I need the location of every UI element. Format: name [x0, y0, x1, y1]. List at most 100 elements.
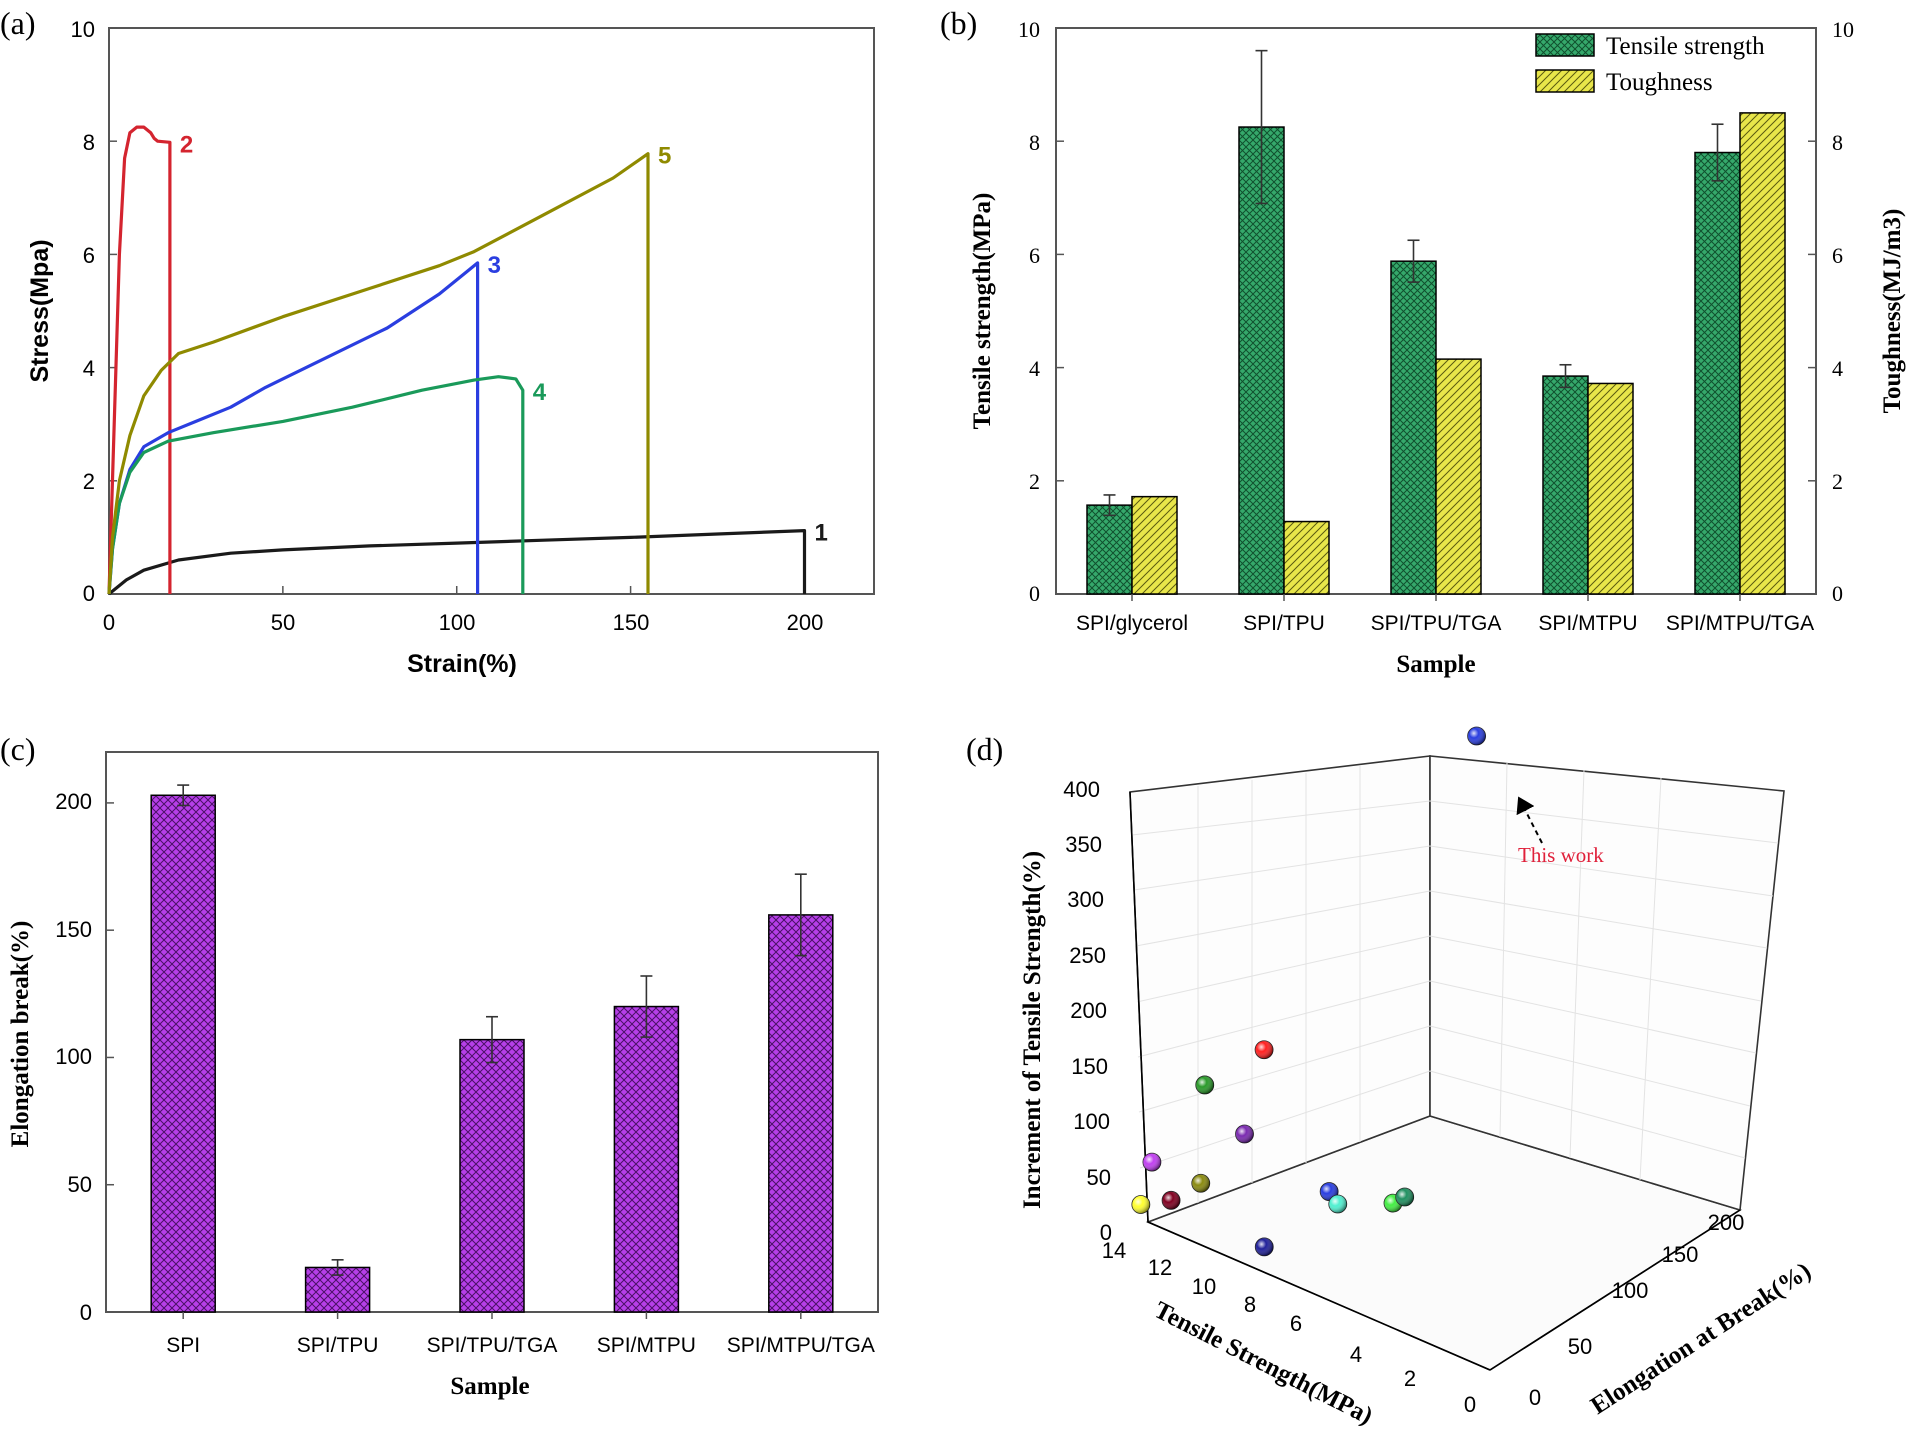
d-xtick-label: 14 [1102, 1238, 1126, 1263]
panel-c: (c) 0 50 100 150 200 Sample Elongation b… [0, 731, 879, 1400]
c-ytick-label: 150 [55, 917, 92, 942]
d-x-axis-line [1147, 1221, 1491, 1371]
a-ytick-label: 6 [83, 243, 95, 268]
c-xtick-label: SPI/TPU [297, 1334, 379, 1357]
b-y-axis-title: Tensile strength(MPa) [969, 193, 996, 430]
b-xtick-label: SPI/MTPU/TGA [1666, 612, 1814, 635]
a-series-label-1: 1 [814, 520, 827, 547]
d-ytick-label: 200 [1708, 1210, 1745, 1235]
b-xtick-label: SPI/TPU/TGA [1371, 612, 1502, 635]
c-bars-group: SPI SPI/TPU SPI/TPU/TGA SPI/MTPU SPI/MTPU/TG… [106, 784, 875, 1357]
c-bar [613, 1005, 680, 1313]
d-xtick-label: 10 [1192, 1274, 1216, 1299]
b-ytick2-label: 0 [1832, 581, 1843, 606]
d-point-shading [1255, 1040, 1274, 1059]
c-ytick-label: 100 [55, 1044, 92, 1069]
d-annotation-arrow [1516, 796, 1543, 844]
d-ytick-label: 100 [1612, 1278, 1649, 1303]
a-ytick-label: 10 [71, 17, 95, 42]
b-bar-tensile [1694, 151, 1741, 595]
d-ztick-label: 0 [1100, 1220, 1112, 1245]
b-legend-label-tensile: Tensile strength [1606, 33, 1765, 60]
d-x-axis-title: Tensile Strength(MPa) [1150, 1297, 1377, 1430]
d-annotation-label: This work [1518, 843, 1604, 867]
b-ytick2-label: 10 [1832, 17, 1854, 42]
d-xtick-label: 12 [1148, 1255, 1172, 1280]
b-bar-tensile [1238, 126, 1285, 595]
panel-a-label: (a) [0, 5, 36, 41]
b-ytick2-label: 8 [1832, 130, 1843, 155]
b-bar-tensile [1086, 504, 1133, 595]
d-ztick-label: 200 [1070, 998, 1107, 1023]
d-points-group [1131, 726, 1486, 1257]
b-x-axis-title: Sample [1396, 651, 1475, 678]
d-z-axis-line [1129, 791, 1149, 1223]
b-ytick-label: 4 [1029, 356, 1040, 381]
a-xtick-label: 150 [613, 610, 650, 635]
a-xtick-label: 200 [787, 610, 824, 635]
a-series-label-5: 5 [658, 143, 671, 170]
b-ytick-label: 2 [1029, 469, 1040, 494]
b-xtick-label: SPI/glycerol [1076, 612, 1188, 635]
c-bar [150, 794, 216, 1313]
d-point-shading [1195, 1075, 1214, 1094]
panel-a: (a) 0 2 4 6 8 10 0 50 100 150 200 Strain… [0, 5, 875, 678]
d-point-shading [1467, 726, 1486, 745]
c-xtick-label: SPI/MTPU/TGA [727, 1334, 875, 1357]
a-series-line-1 [107, 529, 807, 596]
b-y2-axis-title: Toughness(MJ/m3) [1879, 209, 1906, 414]
d-ztick-label: 50 [1087, 1165, 1111, 1190]
panel-c-label: (c) [0, 731, 36, 767]
b-bar-tensile [1542, 375, 1589, 595]
b-xtick-label: SPI/TPU [1243, 612, 1325, 635]
b-bar-toughness [1587, 382, 1634, 595]
d-ztick-label: 400 [1063, 777, 1100, 802]
a-xtick-label: 50 [271, 610, 295, 635]
c-xtick-label: SPI/MTPU [597, 1334, 696, 1357]
b-bar-tensile [1390, 260, 1437, 595]
c-ytick-label: 0 [80, 1300, 92, 1325]
b-legend: Tensile strength Toughness [1535, 33, 1765, 96]
b-ytick-label: 0 [1029, 581, 1040, 606]
panel-b-label: (b) [940, 5, 977, 41]
c-x-axis-title: Sample [450, 1373, 529, 1400]
b-ytick-label: 8 [1029, 130, 1040, 155]
d-xtick-label: 0 [1464, 1392, 1476, 1417]
d-xtick-label: 6 [1290, 1311, 1302, 1336]
d-ytick-label: 150 [1662, 1242, 1699, 1267]
b-legend-label-toughness: Toughness [1606, 69, 1713, 96]
a-ytick-label: 4 [83, 356, 95, 381]
b-ytick2-label: 6 [1832, 243, 1843, 268]
c-ytick-label: 50 [68, 1172, 92, 1197]
b-bar-toughness [1435, 358, 1482, 595]
c-ytick-label: 200 [55, 789, 92, 814]
a-xtick-label: 100 [439, 610, 476, 635]
b-legend-swatch-tensile [1535, 33, 1595, 57]
d-back-wall-right [1429, 755, 1785, 1212]
a-ytick-label: 2 [83, 469, 95, 494]
d-point-shading [1255, 1237, 1274, 1256]
d-ztick-label: 100 [1073, 1109, 1110, 1134]
d-point-shading [1131, 1195, 1150, 1214]
panel-b: (b) 0 2 4 6 8 10 0 2 4 6 8 10 Sample Ten… [940, 5, 1906, 678]
a-series-line-4 [107, 375, 525, 595]
a-xtick-label: 0 [103, 610, 115, 635]
a-y-axis-title: Stress(Mpa) [26, 239, 54, 382]
d-y-axis-line [1489, 1209, 1741, 1371]
b-bars-group: SPI/glycerol SPI/TPU SPI/TPU/TGA SPI/MTPU SP… [1056, 27, 1816, 635]
d-point-shading [1235, 1124, 1254, 1143]
d-xtick-label: 2 [1404, 1366, 1416, 1391]
d-3d-box [1129, 755, 1785, 1371]
c-xtick-label: SPI [166, 1334, 200, 1357]
b-bar-toughness [1131, 495, 1178, 595]
b-ytick-label: 6 [1029, 243, 1040, 268]
b-ytick-label: 10 [1018, 17, 1040, 42]
d-xtick-label: 8 [1244, 1292, 1256, 1317]
d-point-shading [1395, 1188, 1414, 1206]
panel-d: (d) 0 50 100 150 200 250 300 350 400 14 … [966, 726, 1816, 1430]
d-ztick-label: 350 [1065, 832, 1102, 857]
b-ytick2-label: 4 [1832, 356, 1843, 381]
b-ytick2-label: 2 [1832, 469, 1843, 494]
